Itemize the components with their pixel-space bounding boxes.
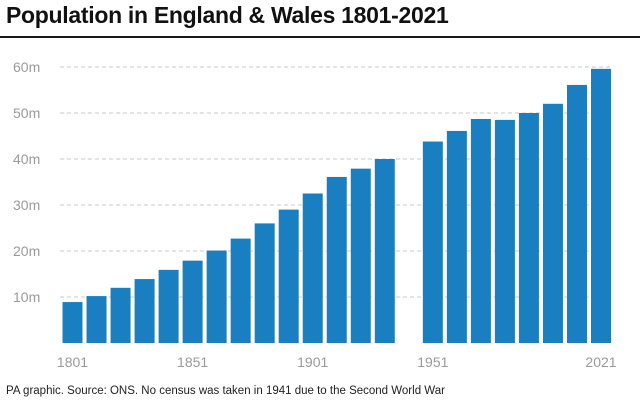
bar-1831	[134, 279, 155, 343]
bar-1851	[182, 260, 203, 343]
bar-1901	[302, 193, 323, 343]
y-tick-label: 10m	[13, 289, 40, 305]
title-divider	[0, 36, 640, 38]
bar-1931	[374, 159, 395, 343]
bar-1991	[518, 113, 539, 343]
bar-1861	[206, 250, 227, 343]
bar-1871	[230, 238, 251, 343]
x-tick-label-1901: 1901	[297, 354, 328, 370]
x-tick-label-1951: 1951	[417, 354, 448, 370]
bar-1971	[470, 118, 491, 343]
bar-1811	[86, 296, 107, 343]
y-tick-label: 40m	[13, 151, 40, 167]
y-tick-label: 50m	[13, 105, 40, 121]
bar-2001	[542, 103, 563, 343]
bar-1981	[494, 119, 515, 344]
bar-1961	[446, 130, 467, 343]
x-tick-label-2021: 2021	[585, 354, 616, 370]
bars	[62, 68, 611, 344]
bar-1921	[350, 168, 371, 343]
x-axis-tick-labels: 1801 1851 1901 1951 2021	[57, 354, 617, 370]
y-tick-label: 30m	[13, 197, 40, 213]
source-note: PA graphic. Source: ONS. No census was t…	[6, 385, 445, 397]
x-tick-label-1851: 1851	[177, 354, 208, 370]
y-tick-label: 20m	[13, 243, 40, 259]
population-bar-chart: 10m 20m 30m 40m 50m 60m 1801 1851 1901 1951 2021	[13, 59, 617, 370]
y-tick-label: 60m	[13, 59, 40, 75]
bar-1841	[158, 269, 179, 343]
bar-1801	[62, 302, 83, 343]
bar-1951	[422, 141, 443, 343]
bar-2021	[591, 68, 611, 343]
chart-title: Population in England & Wales 1801-2021	[6, 2, 449, 28]
bar-1881	[254, 223, 275, 343]
y-axis-tick-labels: 10m 20m 30m 40m 50m 60m	[13, 59, 40, 305]
bar-2011	[566, 84, 587, 343]
bar-1891	[278, 209, 299, 343]
bar-1821	[110, 287, 131, 343]
x-tick-label-1801: 1801	[57, 354, 88, 370]
bar-1911	[326, 176, 347, 343]
